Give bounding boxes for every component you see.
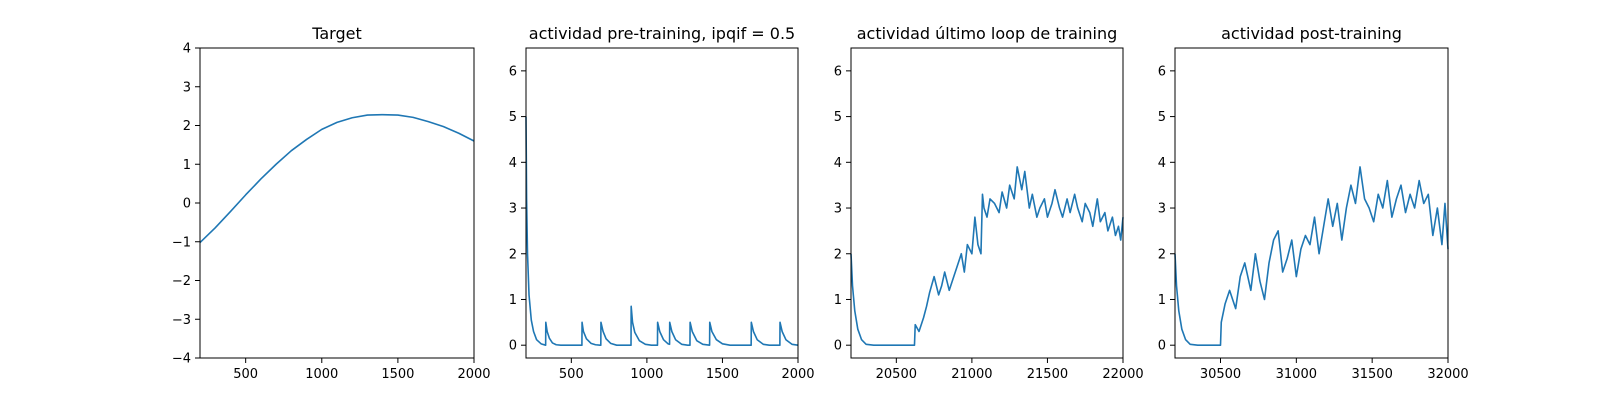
- y-tick-label: 0: [509, 339, 517, 354]
- x-tick-label: 1000: [305, 367, 338, 382]
- y-tick-label: 3: [1158, 202, 1166, 217]
- y-tick-label: 1: [183, 158, 191, 173]
- chart-title: actividad último loop de training: [857, 24, 1118, 43]
- chart-panel-4: 30500 31000 31500 32000 0 1 2 3 4 5 6 actividad pos…: [1158, 24, 1469, 382]
- y-tick-label: 5: [1158, 110, 1166, 125]
- x-tick-label: 500: [559, 367, 584, 382]
- x-tick-label: 22000: [1102, 367, 1143, 382]
- plot-frame: [1174, 47, 1449, 359]
- series-line-1: [199, 113, 475, 244]
- y-tick-label: 1: [834, 293, 842, 308]
- y-tick-label: 3: [509, 202, 517, 217]
- y-tick-label: 6: [509, 64, 517, 79]
- y-tick-label: −1: [172, 235, 191, 250]
- x-tick-label: 31500: [1351, 367, 1392, 382]
- y-tick-label: 3: [834, 202, 842, 217]
- y-tick-label: 2: [183, 119, 191, 134]
- plot-frame: [525, 47, 799, 359]
- series-line-1: [1174, 166, 1449, 347]
- plot-frame: [199, 47, 475, 359]
- y-tick-label: 1: [509, 293, 517, 308]
- x-tick-label: 1000: [630, 367, 663, 382]
- y-tick-label: 5: [509, 110, 517, 125]
- y-tick-label: 4: [183, 42, 191, 57]
- y-tick-label: 6: [1158, 64, 1166, 79]
- y-tick-label: 2: [1158, 247, 1166, 262]
- chart-title: Target: [311, 24, 362, 43]
- y-tick-label: 1: [1158, 293, 1166, 308]
- y-tick-label: 5: [834, 110, 842, 125]
- y-tick-label: 4: [834, 156, 842, 171]
- x-tick-label: 32000: [1427, 367, 1468, 382]
- y-tick-label: −3: [172, 313, 191, 328]
- y-tick-label: 0: [1158, 339, 1166, 354]
- x-tick-label: 20500: [876, 367, 917, 382]
- y-tick-label: 0: [183, 197, 191, 212]
- x-tick-label: 31000: [1276, 367, 1317, 382]
- chart-panel-2: 500 1000 1500 2000 0 1 2 3 4 5 6 actividad pre-trai…: [509, 24, 815, 382]
- x-tick-label: 1500: [381, 367, 414, 382]
- y-tick-label: 4: [509, 156, 517, 171]
- x-tick-label: 21500: [1027, 367, 1068, 382]
- y-tick-label: 3: [183, 80, 191, 95]
- chart-panel-1: 500 1000 1500 2000 −4 −3 −2 −1 0 1 2 3 4 Target: [172, 24, 491, 382]
- plot-frame: [850, 47, 1124, 359]
- series-line-1: [850, 166, 1124, 347]
- x-tick-label: 2000: [781, 367, 814, 382]
- y-tick-label: 6: [834, 64, 842, 79]
- x-tick-label: 1500: [706, 367, 739, 382]
- y-tick-label: −4: [172, 352, 191, 367]
- chart-title: actividad pre-training, ipqif = 0.5: [529, 24, 795, 43]
- y-tick-label: 4: [1158, 156, 1166, 171]
- y-tick-label: 2: [509, 247, 517, 262]
- chart-title: actividad post-training: [1221, 24, 1402, 43]
- chart-panel-3: 20500 21000 21500 22000 0 1 2 3 4 5 6 actividad últ…: [834, 24, 1144, 382]
- x-tick-label: 30500: [1200, 367, 1241, 382]
- x-tick-label: 500: [233, 367, 258, 382]
- series-line-1: [525, 116, 799, 347]
- x-tick-label: 21000: [951, 367, 992, 382]
- y-tick-label: 2: [834, 247, 842, 262]
- y-tick-label: 0: [834, 339, 842, 354]
- x-tick-label: 2000: [457, 367, 490, 382]
- y-tick-label: −2: [172, 274, 191, 289]
